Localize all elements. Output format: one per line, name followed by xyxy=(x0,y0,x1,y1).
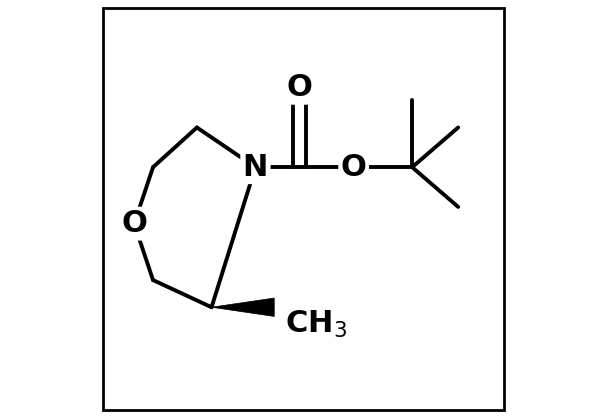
Polygon shape xyxy=(212,298,274,316)
Text: CH$_3$: CH$_3$ xyxy=(285,308,347,339)
Text: O: O xyxy=(121,209,147,238)
Text: N: N xyxy=(243,153,268,182)
Text: O: O xyxy=(341,153,367,182)
Text: O: O xyxy=(287,73,312,102)
